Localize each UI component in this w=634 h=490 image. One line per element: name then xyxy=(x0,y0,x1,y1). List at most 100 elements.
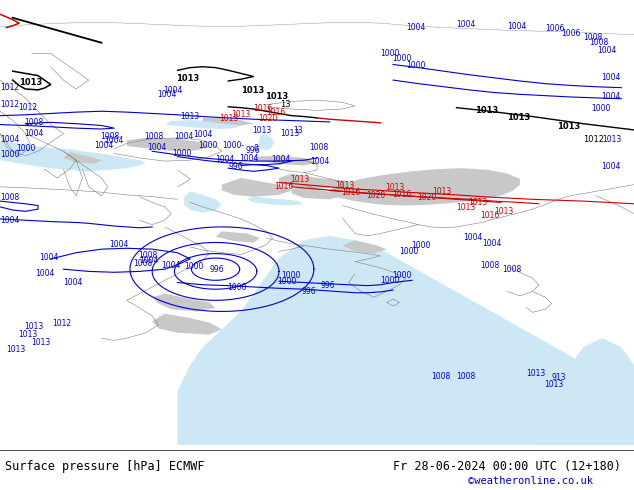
Text: 1008: 1008 xyxy=(0,193,19,202)
Text: 1004: 1004 xyxy=(271,155,291,165)
Text: 1013: 1013 xyxy=(495,207,514,216)
Text: 1012: 1012 xyxy=(0,83,19,92)
Text: 1004: 1004 xyxy=(193,130,213,139)
Text: 1013: 1013 xyxy=(290,174,309,184)
Text: 1004: 1004 xyxy=(601,92,621,101)
Text: 1004: 1004 xyxy=(507,22,527,31)
Text: 1006: 1006 xyxy=(545,24,565,33)
Text: 1004: 1004 xyxy=(63,278,83,287)
Text: 1020: 1020 xyxy=(366,191,385,199)
Text: 1008: 1008 xyxy=(309,144,328,152)
Text: 1004: 1004 xyxy=(311,157,330,166)
Text: 1013: 1013 xyxy=(219,114,238,123)
Text: 996: 996 xyxy=(301,287,316,295)
Text: 1008: 1008 xyxy=(502,265,521,274)
Text: 1000: 1000 xyxy=(172,149,192,158)
Text: 1004: 1004 xyxy=(174,132,194,141)
Text: 1004: 1004 xyxy=(157,90,177,99)
Text: 1004: 1004 xyxy=(240,154,259,163)
Text: 1012: 1012 xyxy=(583,135,604,145)
Text: 13: 13 xyxy=(280,100,291,109)
Text: 1016: 1016 xyxy=(274,182,293,191)
Text: 1008: 1008 xyxy=(583,33,602,42)
Text: 1004: 1004 xyxy=(216,155,235,165)
Text: 1000: 1000 xyxy=(411,241,430,250)
Text: 1004: 1004 xyxy=(162,261,181,270)
Text: 1008: 1008 xyxy=(456,372,476,381)
Text: 1013: 1013 xyxy=(468,197,487,207)
Text: 1004: 1004 xyxy=(164,86,183,95)
Text: 1000: 1000 xyxy=(380,275,400,285)
Text: 1004: 1004 xyxy=(601,73,621,82)
Text: 0: 0 xyxy=(254,144,259,153)
Text: 1000: 1000 xyxy=(198,141,217,150)
Text: 1000: 1000 xyxy=(184,262,204,271)
Text: 1013: 1013 xyxy=(19,77,42,87)
Text: 1013: 1013 xyxy=(176,74,200,83)
Text: 1020: 1020 xyxy=(417,193,436,202)
Text: 1008: 1008 xyxy=(481,261,500,270)
Text: 1013: 1013 xyxy=(6,345,25,354)
Text: 1008: 1008 xyxy=(100,132,119,141)
Text: 1000: 1000 xyxy=(399,246,419,256)
Text: 1013: 1013 xyxy=(231,110,250,119)
Text: 1013: 1013 xyxy=(280,129,299,138)
Text: Surface pressure [hPa] ECMWF: Surface pressure [hPa] ECMWF xyxy=(5,460,205,473)
Text: 1013: 1013 xyxy=(335,181,354,190)
Text: 996: 996 xyxy=(246,147,261,155)
Text: 1013: 1013 xyxy=(544,380,563,389)
Text: 1004: 1004 xyxy=(482,239,501,247)
Text: 1013: 1013 xyxy=(24,322,43,331)
Text: 1008: 1008 xyxy=(24,118,43,126)
Text: 996: 996 xyxy=(320,281,335,290)
Text: 1006: 1006 xyxy=(561,29,581,39)
Text: 1004: 1004 xyxy=(94,141,113,150)
Text: 1000: 1000 xyxy=(591,104,611,113)
Text: 13: 13 xyxy=(293,126,302,135)
Text: 1000: 1000 xyxy=(380,49,400,58)
Text: 1013: 1013 xyxy=(18,330,37,339)
Text: 1008: 1008 xyxy=(138,251,157,260)
Text: 1000: 1000 xyxy=(0,149,20,159)
Text: 1000: 1000 xyxy=(392,54,411,63)
Text: 1013: 1013 xyxy=(32,338,51,347)
Text: 1004: 1004 xyxy=(406,23,425,32)
Text: 1008: 1008 xyxy=(431,372,450,381)
Text: 1013: 1013 xyxy=(252,126,271,135)
Text: 1008: 1008 xyxy=(590,38,609,48)
Text: 1004: 1004 xyxy=(109,240,129,249)
Text: 1000: 1000 xyxy=(281,271,301,280)
Text: 1004: 1004 xyxy=(597,46,617,54)
Text: 1000: 1000 xyxy=(278,277,297,286)
Text: 1016: 1016 xyxy=(341,188,360,197)
Text: 1013: 1013 xyxy=(456,203,476,212)
Text: Fr 28-06-2024 00:00 UTC (12+180): Fr 28-06-2024 00:00 UTC (12+180) xyxy=(393,460,621,473)
Text: 1013: 1013 xyxy=(241,86,264,96)
Text: 1013: 1013 xyxy=(602,135,621,145)
Text: 1004: 1004 xyxy=(139,256,159,266)
Text: 1004: 1004 xyxy=(105,136,124,145)
Text: 1004: 1004 xyxy=(147,143,167,152)
Text: 1004: 1004 xyxy=(456,20,476,29)
Text: 1016: 1016 xyxy=(392,190,411,198)
Text: 1016: 1016 xyxy=(254,104,273,113)
Text: 1013: 1013 xyxy=(181,112,200,121)
Text: 1013: 1013 xyxy=(385,183,404,193)
Text: 1013: 1013 xyxy=(507,113,531,122)
Text: 1004: 1004 xyxy=(0,135,20,145)
Text: ©weatheronline.co.uk: ©weatheronline.co.uk xyxy=(468,476,593,487)
Text: 1012: 1012 xyxy=(0,100,19,109)
Text: 1000: 1000 xyxy=(392,271,411,280)
Text: 1000: 1000 xyxy=(227,283,247,292)
Text: 1013: 1013 xyxy=(432,187,451,196)
Text: 913: 913 xyxy=(552,373,566,382)
Text: 1008: 1008 xyxy=(145,132,164,141)
Text: 1004: 1004 xyxy=(35,269,55,278)
Text: 1004: 1004 xyxy=(463,233,482,242)
Text: 1004: 1004 xyxy=(24,129,44,138)
Text: 1020: 1020 xyxy=(259,114,278,123)
Text: 1013: 1013 xyxy=(526,369,545,378)
Text: 996: 996 xyxy=(209,265,224,274)
Text: 1008: 1008 xyxy=(133,259,152,268)
Text: 996: 996 xyxy=(228,162,243,171)
